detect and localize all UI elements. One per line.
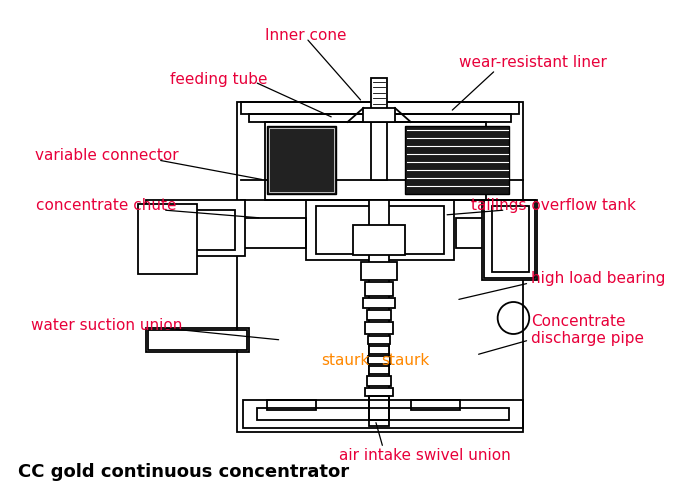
Bar — [267, 400, 316, 410]
Text: water suction union: water suction union — [31, 318, 182, 333]
Bar — [491, 206, 529, 272]
Bar — [148, 330, 247, 350]
Text: high load bearing: high load bearing — [531, 271, 666, 286]
Text: feeding tube: feeding tube — [171, 72, 268, 87]
Bar — [243, 400, 524, 428]
Bar — [411, 400, 460, 410]
Bar — [306, 200, 454, 260]
Text: Concentrate
discharge pipe: Concentrate discharge pipe — [531, 314, 644, 346]
Bar — [269, 128, 334, 192]
Bar — [267, 126, 336, 194]
Bar — [370, 366, 389, 374]
Bar — [482, 200, 537, 280]
Bar — [368, 356, 390, 364]
Bar — [257, 408, 510, 420]
Bar — [363, 108, 395, 122]
Bar — [248, 114, 512, 122]
Bar — [484, 200, 536, 278]
Bar — [370, 346, 389, 354]
Bar — [237, 102, 524, 432]
Bar — [316, 206, 444, 254]
Text: tailings overflow tank: tailings overflow tank — [470, 198, 636, 213]
Bar — [405, 126, 510, 194]
Bar — [365, 322, 393, 334]
Bar — [456, 218, 536, 248]
Bar — [368, 310, 391, 320]
Bar — [365, 388, 393, 396]
Text: staurk: staurk — [321, 353, 370, 368]
Text: staurk: staurk — [381, 353, 429, 368]
Bar — [146, 328, 248, 352]
Bar — [241, 102, 519, 114]
Bar — [370, 200, 389, 420]
Bar — [154, 218, 306, 248]
Bar — [370, 396, 389, 426]
Bar — [265, 122, 486, 200]
Bar — [363, 298, 395, 308]
Text: concentrate chute: concentrate chute — [36, 198, 177, 213]
Text: variable connector: variable connector — [35, 148, 178, 163]
Bar — [365, 282, 393, 296]
Text: Inner cone: Inner cone — [265, 28, 346, 43]
Text: CC gold continuous concentrator: CC gold continuous concentrator — [18, 463, 349, 481]
Bar — [361, 262, 397, 280]
Bar — [156, 210, 235, 250]
Text: air intake swivel union: air intake swivel union — [339, 448, 510, 463]
Bar — [138, 204, 197, 274]
Bar — [368, 336, 390, 344]
Bar — [354, 225, 405, 255]
Bar — [146, 200, 245, 256]
Text: wear-resistant liner: wear-resistant liner — [459, 55, 607, 70]
Bar — [371, 122, 387, 180]
Bar — [371, 78, 387, 122]
Bar — [368, 376, 391, 386]
